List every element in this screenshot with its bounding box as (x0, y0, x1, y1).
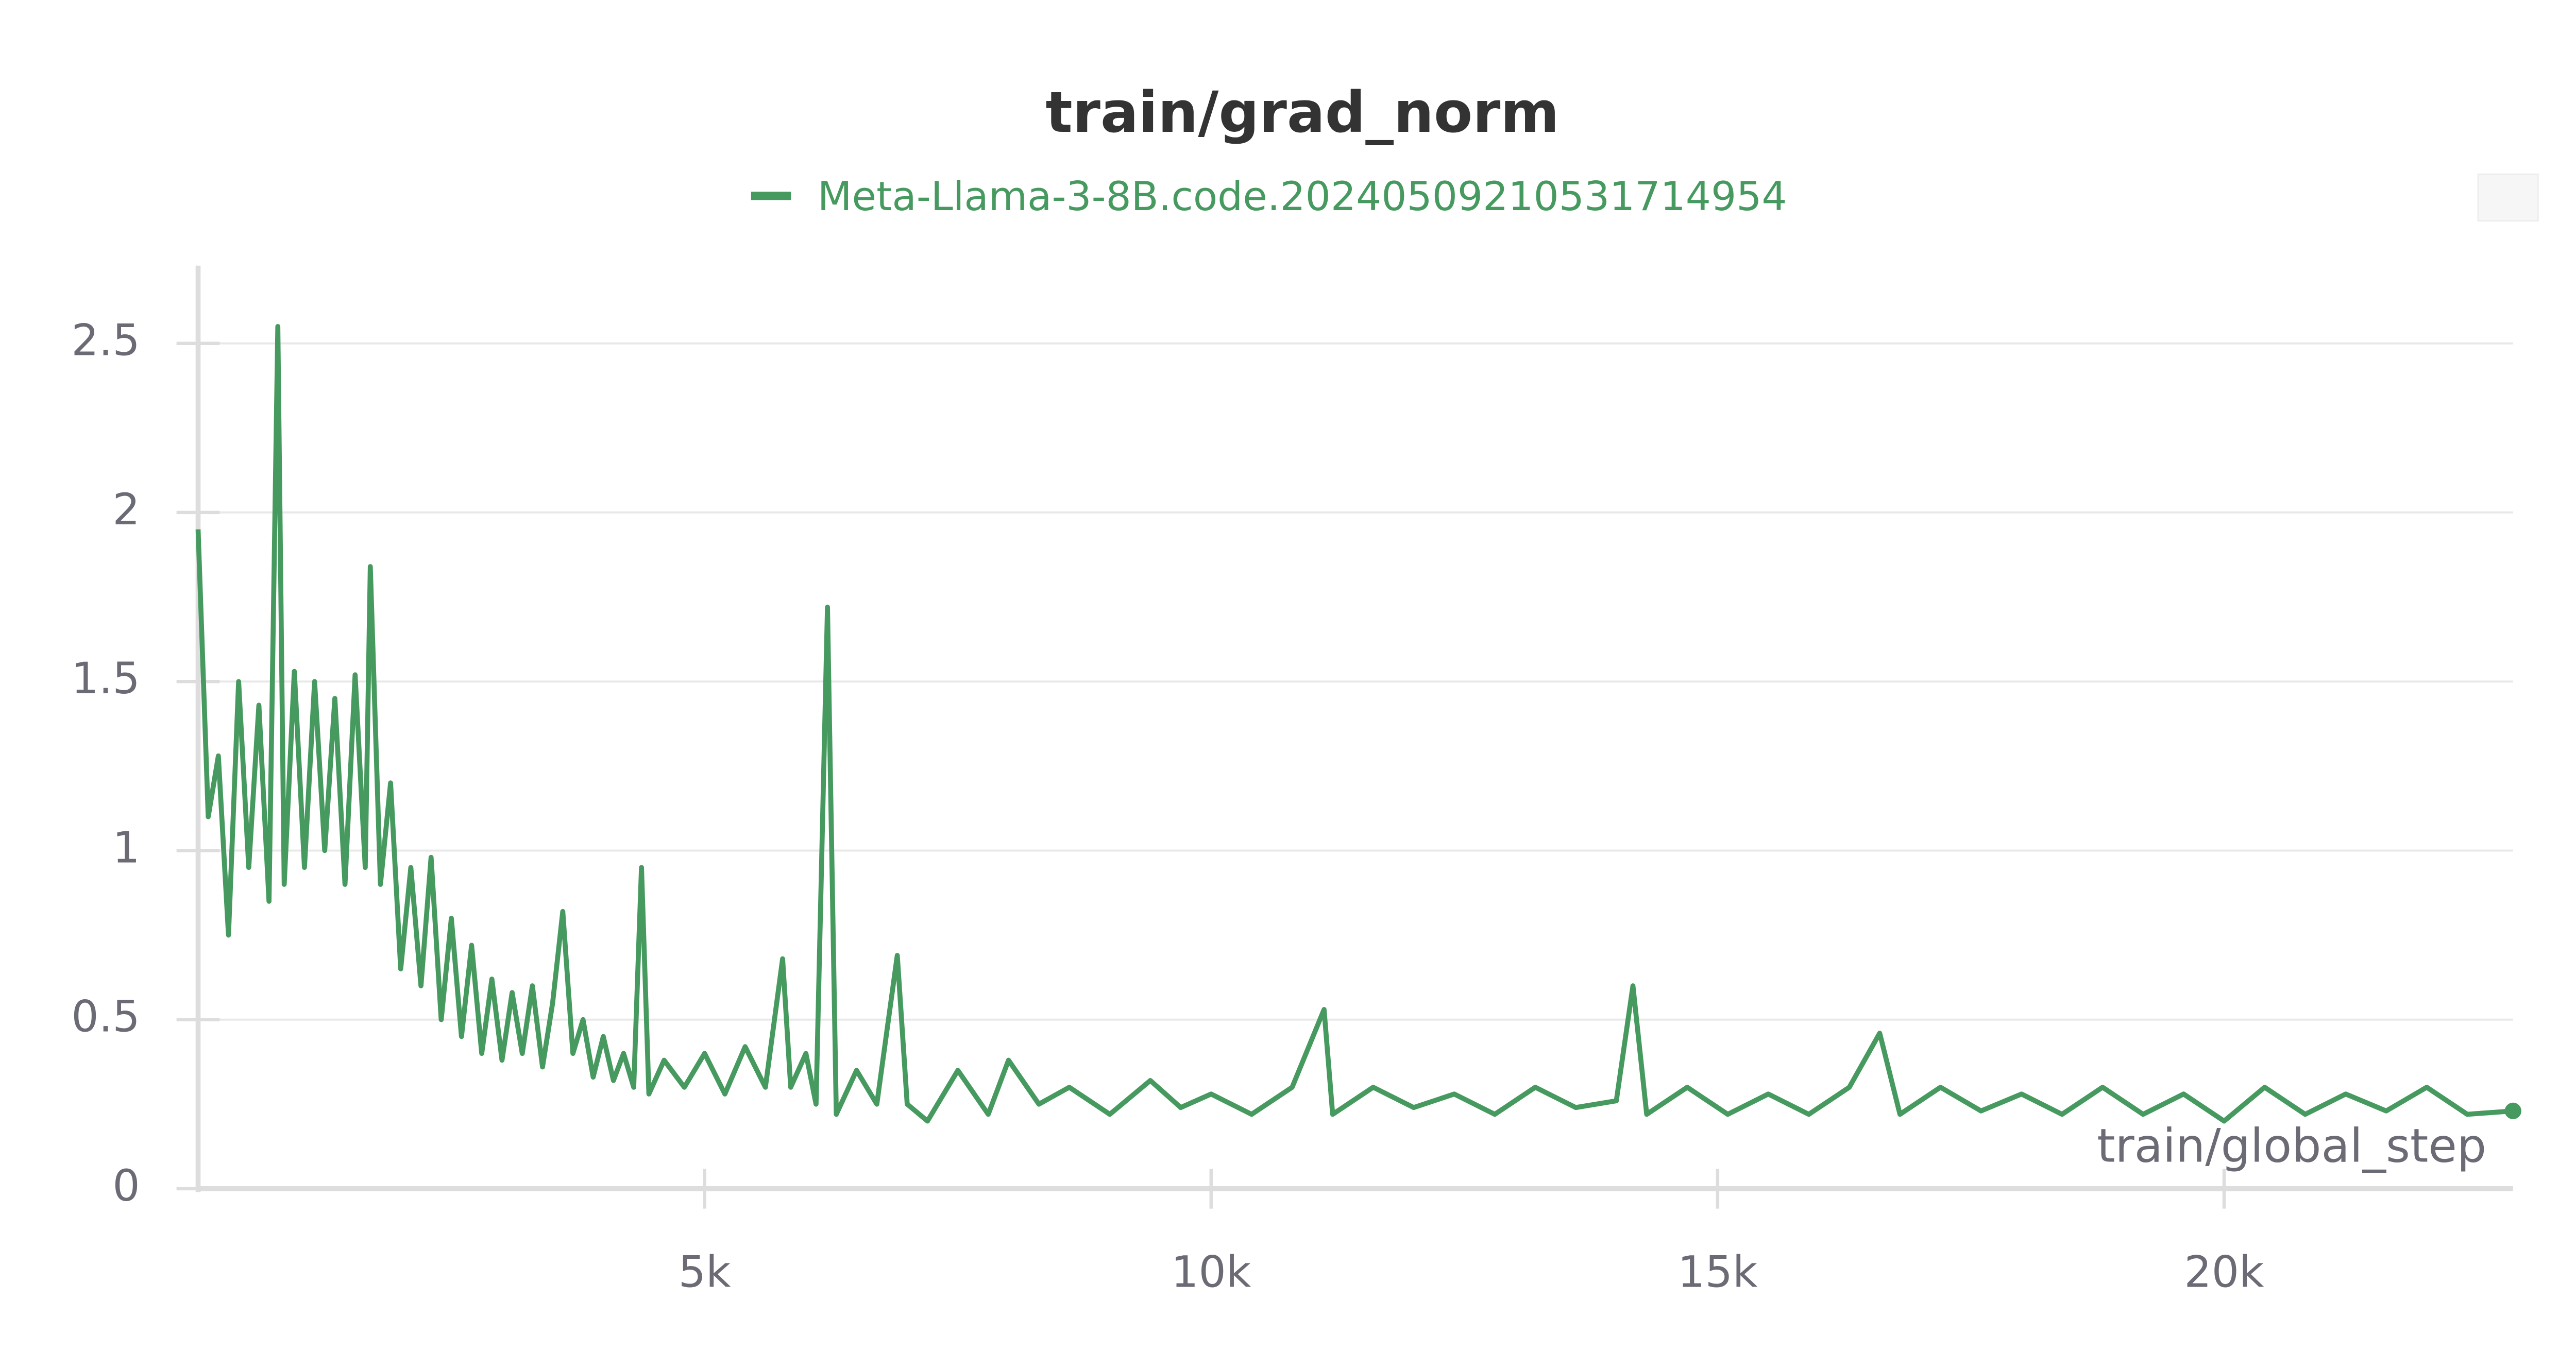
legend-label: Meta-Llama-3-8B.code.2024050921053171495… (818, 174, 1787, 220)
x-tick-label: 15k (1677, 1246, 1758, 1297)
chart-title: train/grad_norm (1045, 79, 1559, 145)
x-tick-label: 20k (2184, 1246, 2264, 1297)
x-tick-label: 10k (1171, 1246, 1251, 1297)
x-tick-label: 5k (679, 1246, 731, 1297)
y-tick-label: 0.5 (71, 991, 140, 1042)
y-tick-label: 1.5 (71, 653, 140, 704)
y-tick-label: 0 (112, 1160, 140, 1211)
x-axis-label: train/global_step (2097, 1119, 2486, 1173)
y-tick-label: 2 (112, 484, 140, 535)
end-marker (2504, 1102, 2521, 1120)
menu-button[interactable] (2477, 173, 2539, 222)
series-line (195, 324, 2514, 1124)
y-tick-label: 2.5 (71, 315, 140, 366)
y-tick-label: 1 (112, 822, 140, 873)
